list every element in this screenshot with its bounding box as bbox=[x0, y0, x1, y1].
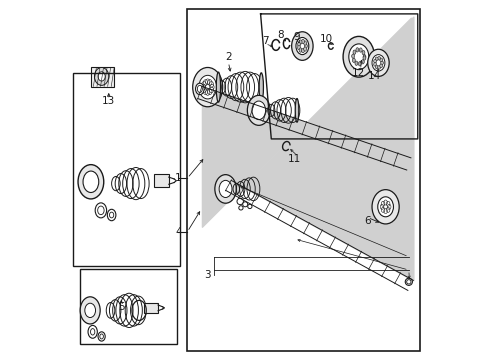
Ellipse shape bbox=[373, 63, 376, 66]
Ellipse shape bbox=[297, 42, 300, 46]
Ellipse shape bbox=[303, 47, 306, 51]
Ellipse shape bbox=[195, 83, 203, 95]
Ellipse shape bbox=[83, 171, 99, 193]
Ellipse shape bbox=[361, 50, 364, 55]
Ellipse shape bbox=[352, 50, 355, 54]
Ellipse shape bbox=[107, 209, 116, 221]
Ellipse shape bbox=[374, 65, 377, 69]
Ellipse shape bbox=[359, 48, 362, 52]
Ellipse shape bbox=[297, 45, 300, 50]
Ellipse shape bbox=[377, 66, 380, 69]
Ellipse shape bbox=[251, 101, 265, 120]
Ellipse shape bbox=[362, 56, 365, 60]
Ellipse shape bbox=[247, 95, 270, 125]
Text: 4: 4 bbox=[175, 227, 182, 237]
Ellipse shape bbox=[371, 190, 398, 224]
Ellipse shape bbox=[295, 99, 298, 122]
Ellipse shape bbox=[88, 325, 97, 338]
Ellipse shape bbox=[374, 57, 377, 60]
Ellipse shape bbox=[352, 58, 355, 63]
Text: 11: 11 bbox=[287, 154, 301, 163]
Ellipse shape bbox=[367, 49, 388, 76]
Ellipse shape bbox=[301, 49, 304, 53]
Ellipse shape bbox=[295, 37, 308, 55]
Ellipse shape bbox=[348, 44, 368, 69]
Ellipse shape bbox=[379, 58, 382, 62]
Bar bbox=[143, 302, 158, 313]
Ellipse shape bbox=[198, 75, 216, 99]
Circle shape bbox=[406, 280, 410, 284]
Text: 14: 14 bbox=[367, 71, 381, 81]
Circle shape bbox=[247, 204, 251, 208]
Ellipse shape bbox=[192, 67, 222, 107]
Ellipse shape bbox=[361, 60, 364, 64]
Ellipse shape bbox=[216, 72, 220, 102]
Text: 9: 9 bbox=[292, 32, 299, 42]
Text: 13: 13 bbox=[102, 96, 115, 107]
Text: 10: 10 bbox=[320, 34, 332, 44]
Text: 2: 2 bbox=[224, 52, 231, 62]
Ellipse shape bbox=[351, 54, 354, 58]
Bar bbox=[187, 9, 419, 351]
Ellipse shape bbox=[299, 48, 302, 52]
Text: 12: 12 bbox=[351, 68, 365, 78]
Ellipse shape bbox=[343, 36, 374, 77]
Ellipse shape bbox=[80, 297, 100, 324]
Circle shape bbox=[405, 278, 411, 285]
Ellipse shape bbox=[95, 203, 106, 218]
Ellipse shape bbox=[373, 59, 376, 63]
Ellipse shape bbox=[303, 41, 306, 45]
Ellipse shape bbox=[259, 73, 263, 102]
Ellipse shape bbox=[98, 332, 105, 341]
Ellipse shape bbox=[358, 62, 361, 66]
Bar bbox=[91, 67, 114, 87]
Bar bbox=[154, 174, 168, 187]
Ellipse shape bbox=[299, 40, 302, 44]
Circle shape bbox=[242, 202, 247, 207]
Ellipse shape bbox=[379, 64, 382, 68]
Ellipse shape bbox=[98, 72, 105, 81]
Text: 7: 7 bbox=[262, 36, 268, 46]
Ellipse shape bbox=[78, 165, 103, 199]
Bar bbox=[80, 269, 176, 344]
Circle shape bbox=[238, 206, 243, 210]
Bar bbox=[73, 73, 180, 266]
Text: 3: 3 bbox=[203, 270, 210, 280]
Ellipse shape bbox=[84, 303, 95, 318]
Ellipse shape bbox=[371, 55, 384, 71]
Ellipse shape bbox=[214, 175, 236, 203]
Ellipse shape bbox=[354, 61, 357, 66]
Ellipse shape bbox=[363, 55, 365, 59]
Ellipse shape bbox=[377, 197, 393, 217]
Ellipse shape bbox=[377, 57, 380, 60]
Ellipse shape bbox=[94, 67, 108, 85]
Text: 6: 6 bbox=[364, 216, 370, 226]
Text: 5: 5 bbox=[118, 302, 124, 312]
Ellipse shape bbox=[380, 61, 383, 64]
Ellipse shape bbox=[291, 32, 312, 60]
Circle shape bbox=[237, 198, 243, 204]
Ellipse shape bbox=[219, 180, 231, 198]
Ellipse shape bbox=[301, 39, 304, 44]
Text: 1: 1 bbox=[175, 173, 182, 183]
Ellipse shape bbox=[355, 48, 358, 52]
Text: 8: 8 bbox=[276, 30, 283, 40]
Ellipse shape bbox=[304, 44, 307, 48]
